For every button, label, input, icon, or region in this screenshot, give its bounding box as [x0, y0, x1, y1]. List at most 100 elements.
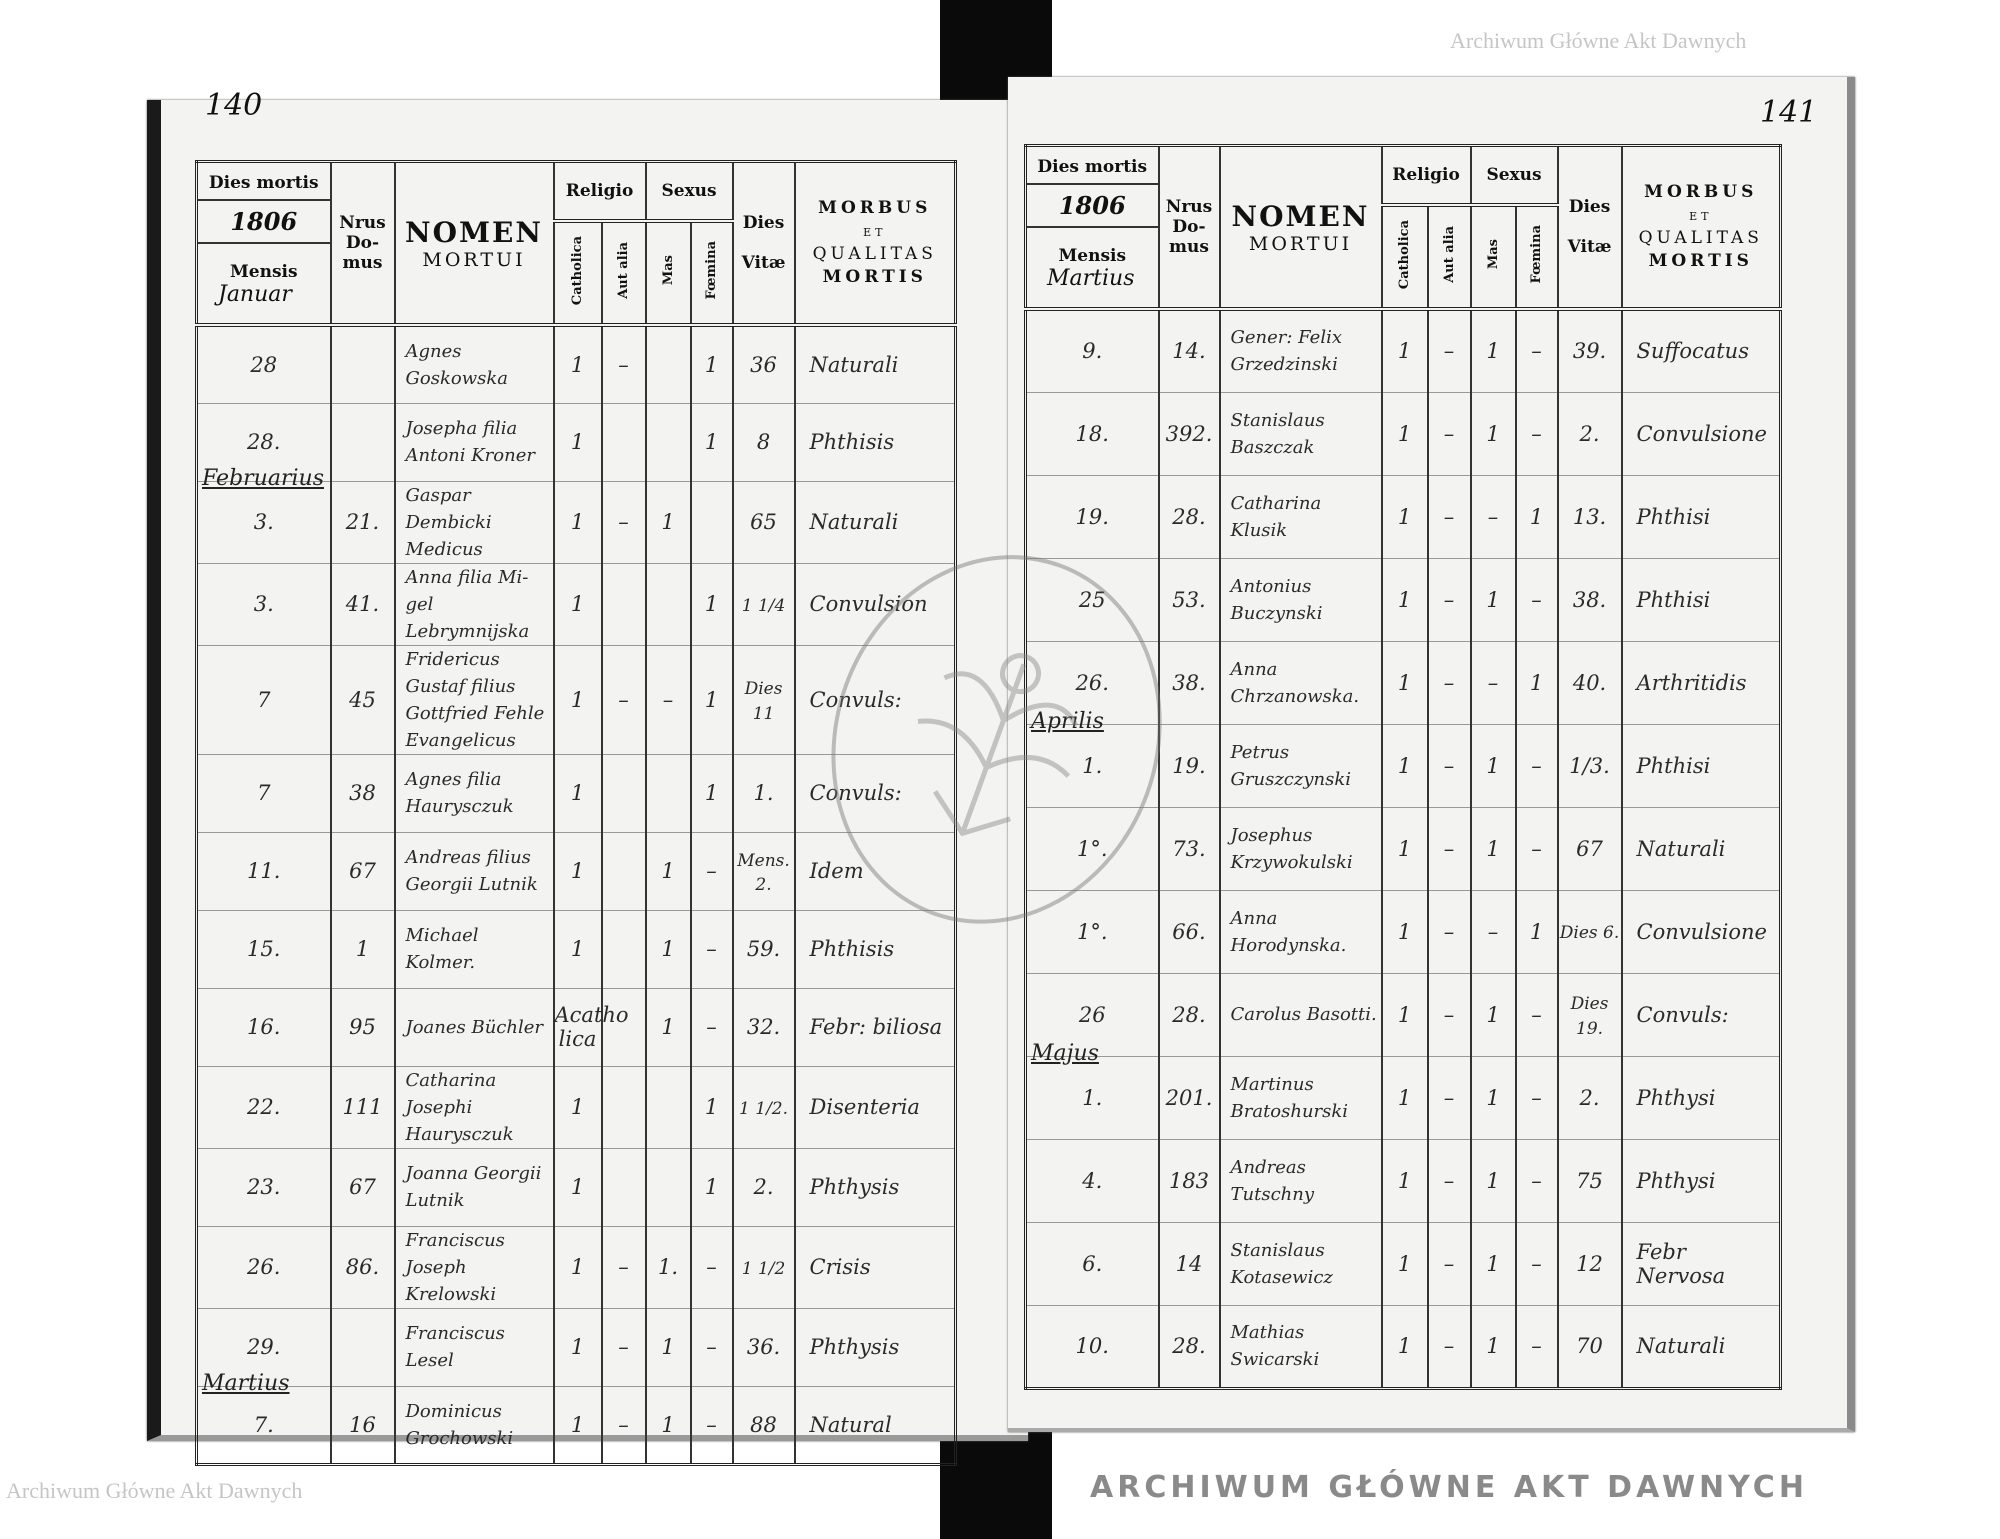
header-nrus-domus: Nrus Do-mus [329, 161, 396, 327]
day-cell: Aprilis 1. [1024, 709, 1160, 808]
dies-vitae: 1 1/4 [741, 595, 786, 616]
foemina-mark: 1 [704, 781, 719, 805]
aut-alia-label: Aut alia [616, 242, 631, 299]
foemina-cell: – [1514, 807, 1559, 891]
dies-vitae: 1 1/2. [739, 1098, 789, 1119]
mas-cell: 1 [644, 1308, 692, 1387]
age-cell: Dies 19. [1556, 973, 1623, 1057]
table-row: 22. 111 Catharina Josephi Haurysczuk 1 1 1 1/… [195, 1066, 957, 1149]
mas-cell [644, 403, 692, 482]
mas-mark: – [1487, 919, 1499, 944]
house-number-cell: 111 [329, 1066, 396, 1149]
day-cell: 1°. [1024, 807, 1160, 891]
table-row: Aprilis 1. 19. Petrus Gruszczynski 1 – 1 – 1/3. P… [1024, 709, 1782, 808]
mas-cell: – [644, 645, 692, 755]
aut-alia-cell: – [1426, 309, 1472, 393]
header-foemina: Fœmina [1514, 203, 1559, 311]
house-number-cell: 67 [329, 832, 396, 911]
age-cell: 1/3. [1556, 724, 1623, 808]
name-cell: Michael Kolmer. [393, 910, 555, 989]
catholica-cell: Acatho lica [552, 988, 629, 1067]
aut-alia-cell [600, 403, 647, 482]
catholica-mark: 1 [570, 1175, 585, 1199]
aut-alia-cell: – [600, 1308, 647, 1387]
header-aut-alia: Aut alia [600, 219, 647, 327]
house-number-cell: 21. [329, 481, 396, 564]
name-cell: Anna Chrzanowska. [1218, 641, 1383, 725]
house-number: 67 [349, 1175, 376, 1199]
day-of-death: 1°. [1076, 836, 1108, 861]
day-cell: 4. [1024, 1139, 1160, 1223]
catholica-cell: 1 [1380, 973, 1429, 1057]
foemina-mark: – [706, 859, 717, 883]
dies-vitae: 1/3. [1569, 753, 1610, 778]
mas-cell [644, 563, 692, 646]
nrus-label: Nrus [1165, 197, 1213, 217]
age-cell: 59. [731, 910, 796, 989]
day-cell: 18. [1024, 392, 1160, 476]
aut-alia-mark: – [1443, 587, 1455, 612]
foemina-mark: – [1531, 1168, 1542, 1193]
cause-cell: Naturali [793, 325, 957, 404]
cause-cell: Idem [793, 832, 957, 911]
table-row: 7 45 Fridericus Gustaf filius Gottfried Fe… [195, 645, 957, 755]
table-row: 7 38 Agnes filia Haurysczuk 1 1 1. Convuls: [195, 754, 957, 833]
year: 1806 [1058, 191, 1126, 220]
dies-vitae: Mens. 2. [737, 850, 790, 895]
aut-alia-mark: – [618, 1335, 629, 1359]
catholica-mark: 1 [570, 1255, 585, 1279]
nrus-label: Nrus [339, 213, 386, 233]
catholica-mark: 1 [1397, 1002, 1412, 1027]
foemina-mark: 1 [1529, 919, 1544, 944]
day-cell: Martius 7. [195, 1371, 332, 1465]
foemina-mark: – [706, 937, 717, 961]
house-number-cell: 86. [329, 1226, 396, 1309]
nomen-label: NOMEN [1231, 199, 1370, 233]
cause-cell: Phthisis [793, 910, 957, 989]
name-cell: Andreas filius Georgii Lutnik [393, 832, 555, 911]
catholica-mark: 1 [1397, 753, 1412, 778]
aut-alia-cell: – [1426, 807, 1472, 891]
header-foemina: Fœmina [689, 219, 734, 327]
day-of-death: 25 [1078, 587, 1106, 612]
day-of-death: 26. [1075, 670, 1109, 695]
aut-alia-label: Aut alia [1441, 226, 1457, 283]
table-body: 28 Agnes Goskowska 1 – 1 36 Naturali 28. Josepha… [195, 325, 957, 1465]
aut-alia-cell: – [1426, 392, 1472, 476]
catholica-mark: 1 [1397, 1334, 1412, 1358]
deceased-name: Dominicus Grochowski [405, 1400, 514, 1449]
deceased-name: Joanes Büchler [405, 1016, 544, 1038]
header-morbus: MORBUS ET QUALITAS MORTIS [1620, 145, 1782, 311]
age-cell: 1 1/2. [731, 1066, 796, 1149]
aut-alia-mark: – [1443, 421, 1455, 446]
aut-alia-mark: – [1443, 753, 1455, 778]
deceased-name: Andreas filius Georgii Lutnik [405, 847, 538, 895]
header-religio: Religio [552, 161, 647, 224]
aut-alia-mark: – [618, 510, 629, 534]
morbus-label: MORBUS [1644, 182, 1758, 203]
house-number-cell: 66. [1157, 890, 1221, 974]
dies-vitae: 70 [1576, 1334, 1603, 1358]
catholica-cell: 1 [552, 403, 603, 482]
catholica-cell: 1 [1380, 1056, 1429, 1140]
foemina-cell: – [689, 1386, 734, 1465]
catholica-mark: 1 [1397, 1085, 1412, 1110]
day-of-death: 6. [1082, 1251, 1103, 1276]
day-of-death: 11. [247, 859, 281, 883]
catholica-label: Catholica [570, 235, 585, 306]
foemina-cell: 1 [1514, 475, 1559, 559]
catholica-cell: 1 [552, 645, 603, 755]
cause-cell: Febr: biliosa [793, 988, 957, 1067]
foemina-cell [689, 481, 734, 564]
house-number-cell: 73. [1157, 807, 1221, 891]
mas-mark: 1 [1486, 1168, 1500, 1193]
foemina-mark: – [1531, 421, 1542, 446]
domus-label: Do- [345, 233, 380, 253]
cause-of-death: Naturali [1636, 1334, 1726, 1358]
day-cell: 23. [195, 1148, 332, 1227]
house-number: 45 [349, 687, 376, 712]
table-row: 18. 392. Stanislaus Baszczak 1 – 1 – 2. Convulsi… [1024, 392, 1782, 476]
aut-alia-mark: – [618, 1255, 629, 1279]
day-cell: 1°. [1024, 890, 1160, 974]
header-religio: Religio [1380, 145, 1472, 208]
